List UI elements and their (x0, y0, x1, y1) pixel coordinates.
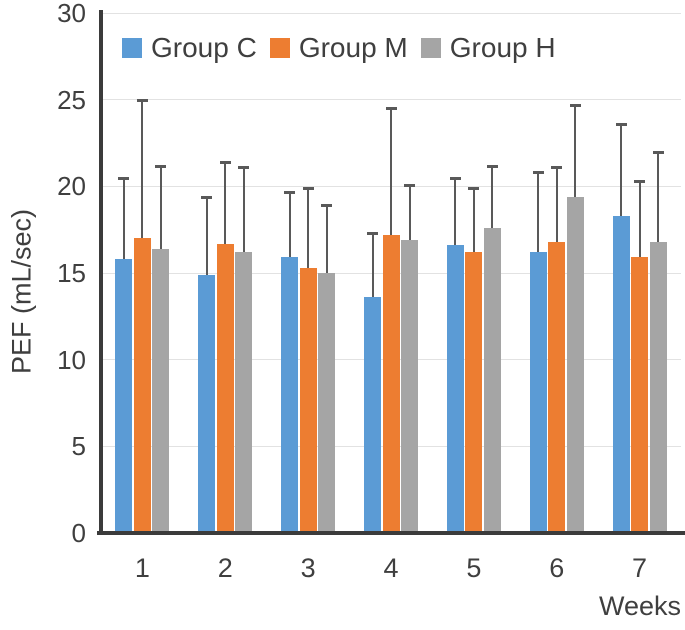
x-tick-label-week-2: 2 (217, 553, 233, 583)
legend-item-group-m: Group M (269, 32, 408, 64)
error-cap-group-h-week-6 (569, 103, 581, 107)
bar-group-m-week-2 (216, 243, 234, 533)
error-cap-group-m-week-6 (551, 166, 563, 170)
error-bar-group-h-week-1 (159, 165, 162, 249)
bar-group-c-week-1 (115, 259, 133, 533)
legend-swatch-group-m (269, 38, 290, 58)
x-tick-label-week-5: 5 (466, 553, 482, 583)
error-bar-group-m-week-2 (224, 162, 227, 244)
error-bar-group-h-week-5 (491, 165, 494, 228)
error-cap-group-m-week-2 (219, 161, 231, 165)
bar-group-h-week-2 (235, 252, 253, 533)
error-cap-group-h-week-1 (155, 164, 167, 168)
bar-group-c-week-6 (529, 252, 547, 533)
y-tick-label-30: 30 (57, 0, 86, 28)
gridline-y-25 (101, 99, 681, 101)
y-axis-line (99, 10, 103, 535)
y-tick-label-0: 0 (71, 518, 86, 548)
bar-group-h-week-6 (566, 196, 584, 533)
x-axis-line (97, 531, 685, 535)
error-bar-group-c-week-2 (205, 196, 208, 275)
error-cap-group-h-week-2 (238, 166, 250, 170)
error-cap-group-c-week-4 (367, 232, 378, 236)
legend-label-group-h: Group H (449, 32, 556, 63)
error-cap-group-m-week-1 (136, 98, 148, 102)
error-cap-group-h-week-3 (321, 204, 333, 208)
bar-group-h-week-4 (401, 240, 418, 533)
error-cap-group-m-week-5 (468, 187, 480, 191)
x-tick-label-week-3: 3 (300, 553, 316, 583)
error-cap-group-h-week-4 (404, 183, 415, 187)
error-cap-group-c-week-1 (118, 176, 130, 180)
error-bar-group-m-week-6 (555, 167, 558, 242)
y-tick-label-25: 25 (57, 84, 86, 115)
error-bar-group-m-week-4 (390, 108, 392, 235)
error-cap-group-m-week-4 (385, 107, 397, 111)
x-tick-label-week-1: 1 (134, 553, 150, 583)
error-bar-group-h-week-2 (242, 167, 245, 253)
error-cap-group-c-week-7 (615, 122, 627, 126)
bar-group-c-week-2 (198, 274, 216, 533)
error-bar-group-m-week-5 (472, 188, 475, 253)
y-tick-label-15: 15 (57, 258, 86, 288)
error-cap-group-m-week-7 (634, 180, 646, 184)
bar-group-h-week-5 (483, 227, 501, 533)
y-tick-label-10: 10 (57, 344, 86, 375)
bar-group-c-week-7 (612, 215, 630, 533)
error-bar-group-m-week-3 (307, 188, 310, 268)
bar-group-m-week-4 (382, 234, 400, 533)
error-bar-group-c-week-7 (620, 123, 623, 216)
bar-group-m-week-1 (133, 238, 151, 533)
legend: Group C Group M Group H (122, 30, 556, 66)
error-bar-group-h-week-6 (574, 104, 577, 197)
error-cap-group-c-week-3 (284, 190, 296, 194)
error-cap-group-c-week-6 (532, 171, 544, 175)
error-bar-group-h-week-7 (657, 151, 660, 242)
x-tick-label-week-4: 4 (383, 553, 399, 583)
error-bar-group-h-week-4 (408, 184, 411, 241)
bar-group-c-week-5 (446, 245, 464, 533)
error-bar-group-c-week-4 (371, 233, 374, 298)
error-cap-group-c-week-2 (201, 195, 213, 199)
legend-swatch-group-c (122, 38, 142, 58)
error-bar-group-h-week-3 (325, 205, 328, 273)
x-axis-title: Weeks (598, 591, 681, 621)
bar-group-c-week-3 (281, 257, 299, 533)
error-bar-group-c-week-1 (122, 177, 125, 260)
x-tick-label-week-7: 7 (632, 553, 648, 583)
legend-swatch-group-h (420, 38, 441, 58)
error-bar-group-c-week-3 (288, 191, 291, 258)
bar-group-m-week-3 (299, 267, 317, 533)
bar-group-m-week-7 (631, 257, 649, 533)
y-tick-label-5: 5 (71, 431, 86, 462)
x-tick-label-week-6: 6 (549, 553, 565, 583)
bar-group-h-week-3 (318, 273, 336, 533)
bar-group-m-week-6 (548, 241, 566, 533)
error-bar-group-m-week-7 (638, 181, 641, 258)
error-cap-group-m-week-3 (302, 187, 314, 191)
bar-group-m-week-5 (465, 252, 483, 533)
error-cap-group-h-week-7 (652, 150, 664, 154)
bar-group-h-week-1 (152, 248, 170, 533)
error-cap-group-c-week-5 (449, 176, 461, 180)
bar-group-c-week-4 (364, 297, 381, 533)
error-bar-group-c-week-6 (537, 172, 540, 253)
legend-item-group-c: Group C (122, 32, 257, 64)
legend-item-group-h: Group H (420, 32, 556, 64)
gridline-y-30 (101, 12, 681, 14)
bar-group-h-week-7 (649, 241, 667, 533)
error-cap-group-h-week-5 (486, 164, 498, 168)
legend-label-group-c: Group C (151, 32, 257, 63)
error-bar-group-c-week-5 (454, 177, 457, 246)
y-tick-label-20: 20 (57, 171, 86, 202)
legend-label-group-m: Group M (298, 32, 408, 63)
error-bar-group-m-week-1 (141, 99, 144, 239)
